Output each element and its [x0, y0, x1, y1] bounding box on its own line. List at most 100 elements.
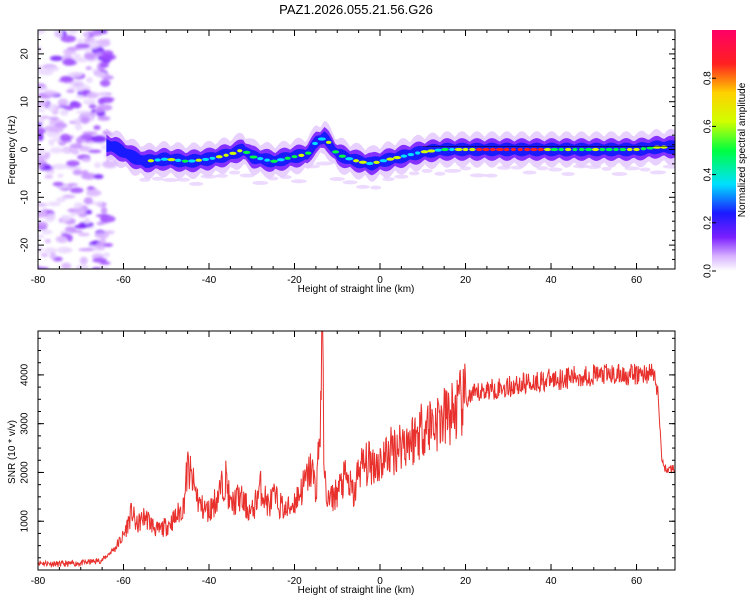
spectrogram-sidelobe: [522, 170, 537, 175]
spectrogram-ridge-core: [427, 149, 436, 153]
spectrogram-sidelobe: [342, 180, 358, 185]
spectrogram-ridge-core: [543, 147, 552, 152]
spectrogram-noise-blob: [99, 61, 109, 68]
colorbar-tick-label: 0.2: [703, 215, 714, 229]
spectrogram-noise-blob: [55, 235, 67, 243]
snr-y-tick-label: 1000: [20, 510, 31, 533]
spectrogram-noise-blob: [91, 135, 107, 143]
spectrogram-noise-blob: [73, 202, 84, 209]
spectrogram-noise-blob: [38, 108, 46, 112]
spectrogram-noise-blob: [38, 210, 48, 218]
spectrogram-ridge-core: [537, 147, 544, 152]
spectrogram-noise-blob: [62, 149, 70, 153]
spectrogram-noise-blob: [83, 52, 97, 60]
spectrogram-ridge-core: [495, 147, 504, 152]
spectrogram-ridge-core: [366, 161, 374, 166]
spectrogram-noise-blob: [93, 125, 101, 130]
spectrogram-noise-blob: [83, 197, 93, 205]
spectrogram-sidelobe: [624, 166, 641, 171]
spectrogram-ridge-core: [237, 149, 243, 153]
spectrogram-noise-blob: [44, 174, 54, 179]
snr-panel: -80 -60 -40 -20 0 20 40 60 1000 2000 3000 4000 Hei…: [7, 330, 676, 596]
spectrogram-noise-blob: [77, 232, 90, 237]
spectrogram-noise-blob: [85, 66, 92, 70]
spectrogram-noise-blob: [38, 163, 44, 169]
spectrogram-noise-blob: [74, 224, 88, 229]
spectrogram-noise-blob: [102, 50, 114, 57]
spectrogram-noise-blob: [87, 186, 94, 190]
spectrogram-sidelobe: [444, 168, 462, 173]
spectrogram-y-tick-label: -20: [20, 237, 31, 252]
spectrogram-noise-blob: [94, 232, 110, 239]
spectrogram-sidelobe: [267, 176, 279, 181]
spectrogram-noise-blob: [94, 162, 101, 169]
spectrogram-noise-blob: [73, 118, 84, 124]
spectrogram-sidelobe: [649, 170, 667, 175]
spectrogram-noise-blob: [71, 149, 80, 155]
spectrogram-noise-blob: [38, 87, 49, 91]
spectrogram-ridge-core: [591, 147, 600, 152]
spectrogram-noise-blob: [48, 116, 60, 120]
spectrogram-x-axis-label: Height of straight line (km): [298, 284, 415, 295]
spectrogram-ridge-core: [578, 147, 585, 152]
snr-y-ticks: 1000 2000 3000 4000: [20, 337, 675, 571]
spectrogram-sidelobe: [484, 173, 498, 178]
spectrogram-ridge-core: [462, 147, 469, 152]
snr-y-tick-label: 3000: [20, 412, 31, 435]
spectrogram-ridge-core: [605, 147, 613, 152]
spectrogram-ridge-core: [653, 145, 662, 149]
snr-y-tick-label: 2000: [20, 461, 31, 484]
spectrogram-noise-blob: [67, 71, 83, 78]
spectrogram-ridge-core: [449, 147, 455, 152]
colorbar-ticks: 0.0 0.2 0.4 0.6 0.8: [703, 71, 716, 278]
spectrogram-noise-blob: [95, 241, 106, 250]
spectrogram-ridge-core: [345, 157, 354, 161]
spectrogram-ridge-core: [475, 147, 483, 152]
spectrogram-ridge-core: [441, 147, 449, 152]
spectrogram-noise-blob: [44, 238, 52, 244]
spectrogram-ridge: [106, 120, 675, 190]
spectrogram-noise-blob: [96, 39, 111, 48]
spectrogram-x-tick-label: 20: [460, 275, 472, 286]
spectrogram-ridge-core: [242, 150, 251, 154]
spectrogram-ridge-core: [558, 147, 565, 152]
spectrogram-ridge-core: [140, 159, 148, 163]
spectrogram-ridge-core: [298, 153, 305, 157]
spectrogram-noise-blob: [99, 215, 116, 223]
spectrogram-ridge-core: [202, 157, 210, 162]
spectrogram-sidelobe: [252, 180, 269, 185]
spectrogram-noise-blob: [44, 247, 57, 254]
spectrogram-noise-blob: [69, 143, 83, 149]
spectrogram-noise-blob: [38, 100, 49, 108]
spectrogram-noise-blob: [103, 242, 113, 247]
spectrogram-noise-blob: [41, 229, 53, 235]
spectrogram-noise-blob: [43, 65, 60, 72]
spectrogram-ridge-core: [523, 147, 531, 152]
spectrogram-noise-blob: [91, 266, 102, 269]
spectrogram-ridge-core: [633, 147, 640, 152]
spectrogram-noise-blob: [67, 30, 78, 34]
spectrogram-noise-blob: [97, 116, 111, 121]
spectrogram-noise-blob: [91, 68, 100, 73]
spectrogram-ridge-core: [181, 159, 189, 163]
spectrogram-noise-blob: [74, 123, 83, 131]
spectrogram-noise-blob: [38, 154, 50, 161]
spectrogram-ridge-core: [415, 151, 421, 155]
spectrogram-sidelobe: [536, 166, 549, 171]
spectrogram-sidelobe: [561, 171, 575, 176]
spectrogram-ridge-core: [338, 154, 346, 158]
spectrogram-noise-blob: [78, 248, 94, 252]
spectrogram-ridge-core: [640, 147, 647, 151]
spectrogram-ridge-core: [564, 147, 572, 152]
colorbar: 0.0 0.2 0.4 0.6 0.8 Normalized spectral ampl…: [703, 30, 748, 278]
spectrogram-ridge-core: [626, 147, 633, 152]
spectrogram-ridge-core: [613, 147, 619, 152]
spectrogram-sidelobe: [548, 167, 563, 172]
spectrogram-y-tick-label: -10: [20, 190, 31, 205]
spectrogram-noise-blob: [82, 131, 98, 136]
spectrogram-noise-blob: [59, 75, 73, 82]
spectrogram-ridge-core: [407, 152, 415, 157]
spectrogram-ridge-core: [373, 160, 380, 165]
spectrogram-ridge-core: [469, 147, 476, 152]
